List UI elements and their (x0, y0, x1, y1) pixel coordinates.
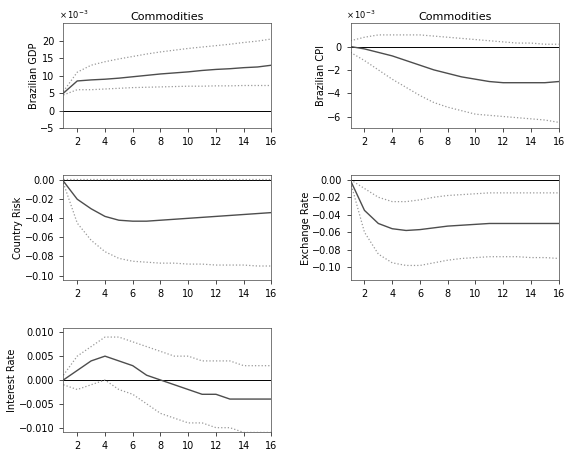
Y-axis label: Brazilian CPI: Brazilian CPI (316, 45, 326, 106)
Y-axis label: Exchange Rate: Exchange Rate (301, 191, 310, 265)
Title: Commodities: Commodities (131, 13, 204, 22)
Text: $\times\,10^{-3}$: $\times\,10^{-3}$ (346, 9, 376, 21)
Title: Commodities: Commodities (418, 13, 491, 22)
Y-axis label: Interest Rate: Interest Rate (7, 348, 17, 412)
Text: $\times\,10^{-3}$: $\times\,10^{-3}$ (59, 9, 89, 21)
Y-axis label: Brazilian GDP: Brazilian GDP (29, 42, 39, 109)
Y-axis label: Country Risk: Country Risk (13, 197, 23, 259)
